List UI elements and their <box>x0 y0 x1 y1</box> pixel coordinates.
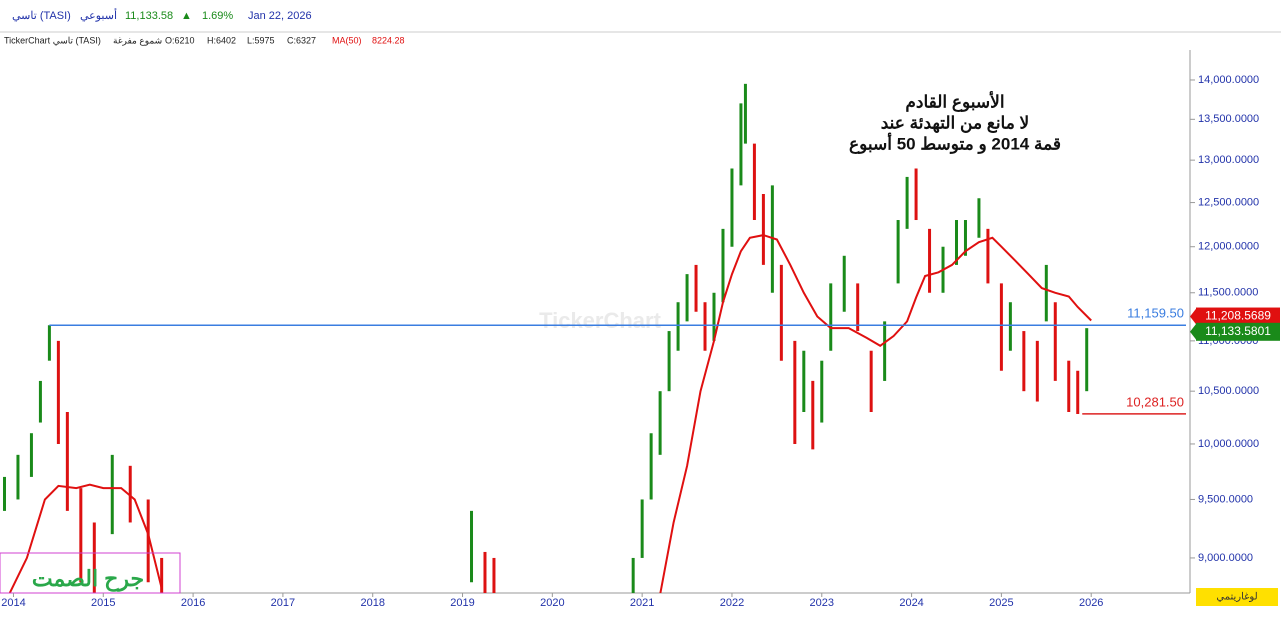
y-tick-label: 14,000.0000 <box>1198 74 1259 86</box>
price-tag <box>1196 322 1280 341</box>
info-style: شموع مفرغة <box>113 35 162 46</box>
watermark: TickerChart <box>539 308 662 333</box>
ma-name: MA(50) <box>332 35 362 45</box>
x-tick-label: 2018 <box>360 597 384 609</box>
x-tick-label: 2016 <box>181 597 205 609</box>
info-low: L:5975 <box>247 35 275 45</box>
price: 11,133.58 <box>125 10 173 22</box>
signature-box <box>0 552 181 594</box>
arrow: ▲ <box>181 10 192 22</box>
info-high: H:6402 <box>207 35 236 45</box>
change: 1.69% <box>202 10 233 22</box>
signature: جرح الصمت <box>32 566 144 592</box>
period: أسبوعي <box>80 8 117 22</box>
x-tick-label: 2017 <box>271 597 295 609</box>
y-tick-label: 10,000.0000 <box>1198 438 1259 450</box>
y-tick-label: 12,500.0000 <box>1198 196 1259 208</box>
info-source: TickerChart تاسي (TASI) <box>4 35 101 45</box>
ma-value: 8224.28 <box>372 35 405 45</box>
scale-button-label[interactable]: لوغاريتمي <box>1216 592 1257 603</box>
annotation: لا مانع من التهدئة عند <box>881 113 1030 133</box>
x-tick-label: 2024 <box>899 597 923 609</box>
x-tick-label: 2025 <box>989 597 1013 609</box>
price-tag-label: 11,208.5689 <box>1205 309 1271 323</box>
y-tick-label: 10,500.0000 <box>1198 385 1259 397</box>
info-close: C:6327 <box>287 35 316 45</box>
x-tick-label: 2015 <box>91 597 115 609</box>
symbol: تاسي (TASI) <box>12 10 71 22</box>
price-tag-label: 11,133.5801 <box>1205 324 1271 338</box>
ma-line <box>8 234 1092 593</box>
y-tick-label: 12,000.0000 <box>1198 241 1259 253</box>
price-tag-pointer <box>1190 307 1197 326</box>
annotation: الأسبوع القادم <box>905 90 1004 112</box>
y-tick-label: 9,000.0000 <box>1198 552 1253 564</box>
y-tick-label: 11,500.0000 <box>1198 287 1258 299</box>
y-tick-label: 13,500.0000 <box>1198 113 1259 125</box>
x-tick-label: 2020 <box>540 597 564 609</box>
level-label: 11,159.50 <box>1127 306 1184 321</box>
x-tick-label: 2023 <box>810 597 834 609</box>
plot <box>2 83 1092 593</box>
x-tick-label: 2021 <box>630 597 654 609</box>
x-tick-label: 2022 <box>720 597 744 609</box>
x-tick-label: 2019 <box>450 597 474 609</box>
date: Jan 22, 2026 <box>248 10 312 22</box>
annotation: قمة 2014 و متوسط 50 أسبوع <box>849 131 1061 154</box>
x-tick-label: 2014 <box>1 597 25 609</box>
price-tag-pointer <box>1190 322 1197 341</box>
y-tick-label: 9,500.0000 <box>1198 493 1253 505</box>
scale-button[interactable] <box>1196 588 1278 606</box>
y-tick-label: 13,000.0000 <box>1198 154 1259 166</box>
level-label: 10,281.50 <box>1126 394 1184 409</box>
info-open: O:6210 <box>165 35 195 45</box>
price-tag <box>1196 307 1280 326</box>
x-tick-label: 2026 <box>1079 597 1103 609</box>
